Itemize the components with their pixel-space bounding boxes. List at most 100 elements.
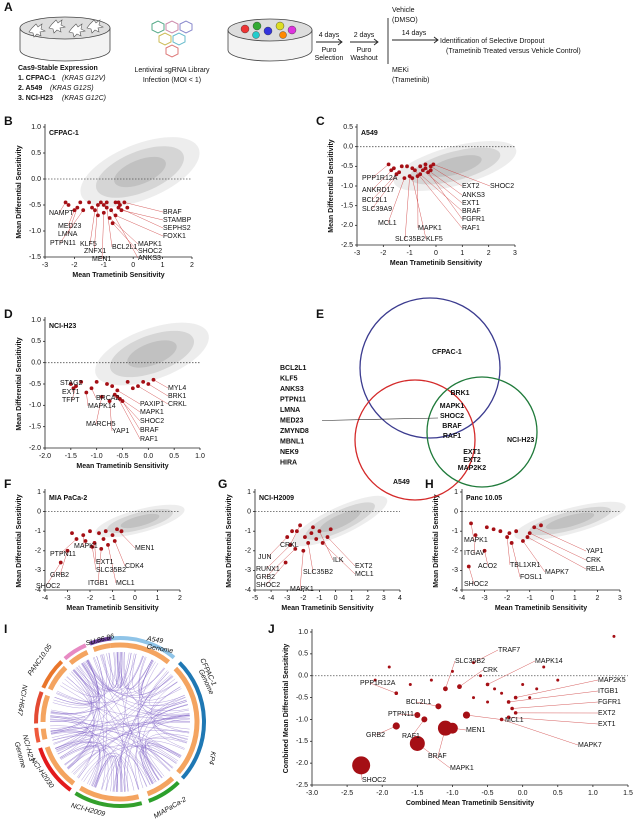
leader-line	[59, 550, 68, 576]
x-tick-label: -3.0	[306, 790, 318, 797]
hit-point	[107, 216, 112, 220]
treatment: (DMSO)	[392, 17, 418, 24]
hit-point	[118, 203, 122, 207]
y-tick-label: -2	[245, 548, 251, 555]
hit-point	[469, 521, 473, 526]
gene-label: MYL4	[168, 385, 186, 392]
leader-line	[122, 400, 141, 431]
x-axis-label: Mean Trametinib Sensitivity	[390, 260, 482, 267]
leader-line	[117, 390, 141, 405]
chord	[77, 704, 188, 779]
gene-label: SHOC2	[464, 581, 488, 588]
result: Identification of Selective Dropout	[440, 38, 544, 45]
x-tick-label: 4	[398, 595, 402, 602]
y-axis-label: Mean Differential Sensitivity	[16, 494, 23, 587]
gene-label: EXT2	[462, 183, 480, 190]
leader-line	[153, 379, 169, 389]
y-tick-label: -1.5	[29, 254, 41, 261]
gene-label: SHOC2	[490, 183, 514, 190]
chord	[76, 655, 106, 778]
leader-line	[369, 682, 397, 694]
hit-point	[301, 548, 306, 553]
caption: Lentiviral sgRNA Library	[134, 67, 210, 74]
gene-label: TFPT	[62, 397, 80, 404]
hit-point	[125, 379, 130, 384]
mutation: (KRAS G12S)	[50, 85, 94, 92]
y-tick-label: -1.0	[29, 228, 41, 235]
x-tick-label: 3	[513, 250, 517, 257]
leader-line	[512, 701, 599, 709]
gene-label: MCL1	[378, 220, 397, 227]
hit-point	[120, 399, 125, 403]
leader-line	[97, 548, 102, 584]
hit-point	[387, 665, 391, 669]
gene-label: SLC35B2	[303, 569, 333, 576]
cell-ring	[44, 746, 76, 786]
leader-line	[470, 523, 475, 541]
gene-label: MAPK1	[440, 403, 465, 410]
gene-label: SHOC2	[36, 583, 60, 590]
chord	[101, 737, 187, 790]
chord	[52, 722, 190, 741]
chord	[68, 678, 176, 770]
x-tick-label: -3	[42, 262, 48, 269]
treatment: MEKi	[392, 67, 409, 74]
chord	[141, 660, 182, 701]
x-tick-label: 1	[573, 595, 577, 602]
leader-line	[484, 550, 489, 567]
caption: Cas9-Stable Expression	[18, 65, 98, 72]
x-tick-label: -2.5	[341, 790, 353, 797]
hit-point	[410, 176, 415, 181]
leader-line	[508, 690, 599, 703]
x-tick-label: 1	[161, 262, 165, 269]
hit-point	[99, 546, 104, 551]
gene-label: KLF5	[280, 375, 298, 382]
x-tick-label: 3	[618, 595, 622, 602]
leader-line	[412, 178, 427, 240]
genome-ring	[41, 660, 64, 689]
leader-line	[529, 532, 587, 561]
leader-line	[58, 202, 66, 214]
hit-point	[409, 735, 425, 751]
hit-point	[96, 213, 100, 218]
leader-line	[433, 164, 491, 187]
panel-letter: C	[316, 114, 325, 128]
hit-point	[74, 537, 79, 541]
hit-point	[87, 200, 91, 205]
circos-label: Genome	[146, 644, 174, 656]
hit-point	[521, 682, 525, 686]
hit-point	[472, 696, 476, 700]
x-tick-label: 2	[190, 262, 194, 269]
hit-point	[303, 535, 307, 539]
leader-line	[114, 540, 126, 567]
chord	[51, 730, 87, 744]
hit-point	[110, 384, 115, 389]
hit-point	[389, 168, 394, 173]
hit-point	[394, 172, 399, 177]
hit-point	[450, 669, 454, 673]
leader-line	[86, 392, 89, 407]
hit-point	[107, 399, 112, 403]
gene-label: MBNL1	[280, 438, 304, 445]
hit-point	[66, 203, 71, 207]
chord	[126, 694, 185, 792]
y-tick-label: -4	[452, 587, 458, 594]
gene-label: PAXIP1	[140, 401, 164, 408]
circos-label: MIAPaCa-2	[153, 796, 188, 820]
chord	[138, 656, 190, 733]
cell-ring	[40, 694, 51, 723]
gene-label: MARCH5	[86, 421, 116, 428]
leader-line	[422, 170, 463, 204]
hit-point	[443, 686, 448, 692]
hit-point	[394, 691, 399, 695]
leader-line	[473, 535, 476, 554]
panel-title: Panc 10.05	[466, 495, 502, 502]
x-axis-label: Combined Mean Trametinib Sensitivity	[406, 800, 534, 807]
genome-ring	[74, 791, 143, 808]
step: Puro	[357, 47, 372, 54]
leader-line	[94, 542, 97, 563]
gene-label: RUNX1	[256, 566, 280, 573]
hit-point	[457, 684, 462, 690]
gene-label: PPP1R12A	[360, 680, 396, 687]
leader-line	[89, 210, 96, 245]
